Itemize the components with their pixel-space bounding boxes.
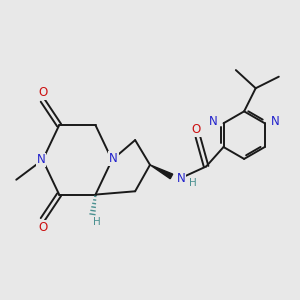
Text: O: O bbox=[38, 221, 47, 234]
Text: N: N bbox=[271, 115, 279, 128]
Text: O: O bbox=[192, 123, 201, 136]
Text: N: N bbox=[37, 153, 45, 167]
Text: H: H bbox=[189, 178, 196, 188]
Text: O: O bbox=[38, 86, 47, 99]
Polygon shape bbox=[150, 165, 173, 179]
Text: N: N bbox=[209, 115, 218, 128]
Text: N: N bbox=[176, 172, 185, 184]
Text: N: N bbox=[109, 152, 118, 165]
Text: H: H bbox=[93, 217, 101, 227]
